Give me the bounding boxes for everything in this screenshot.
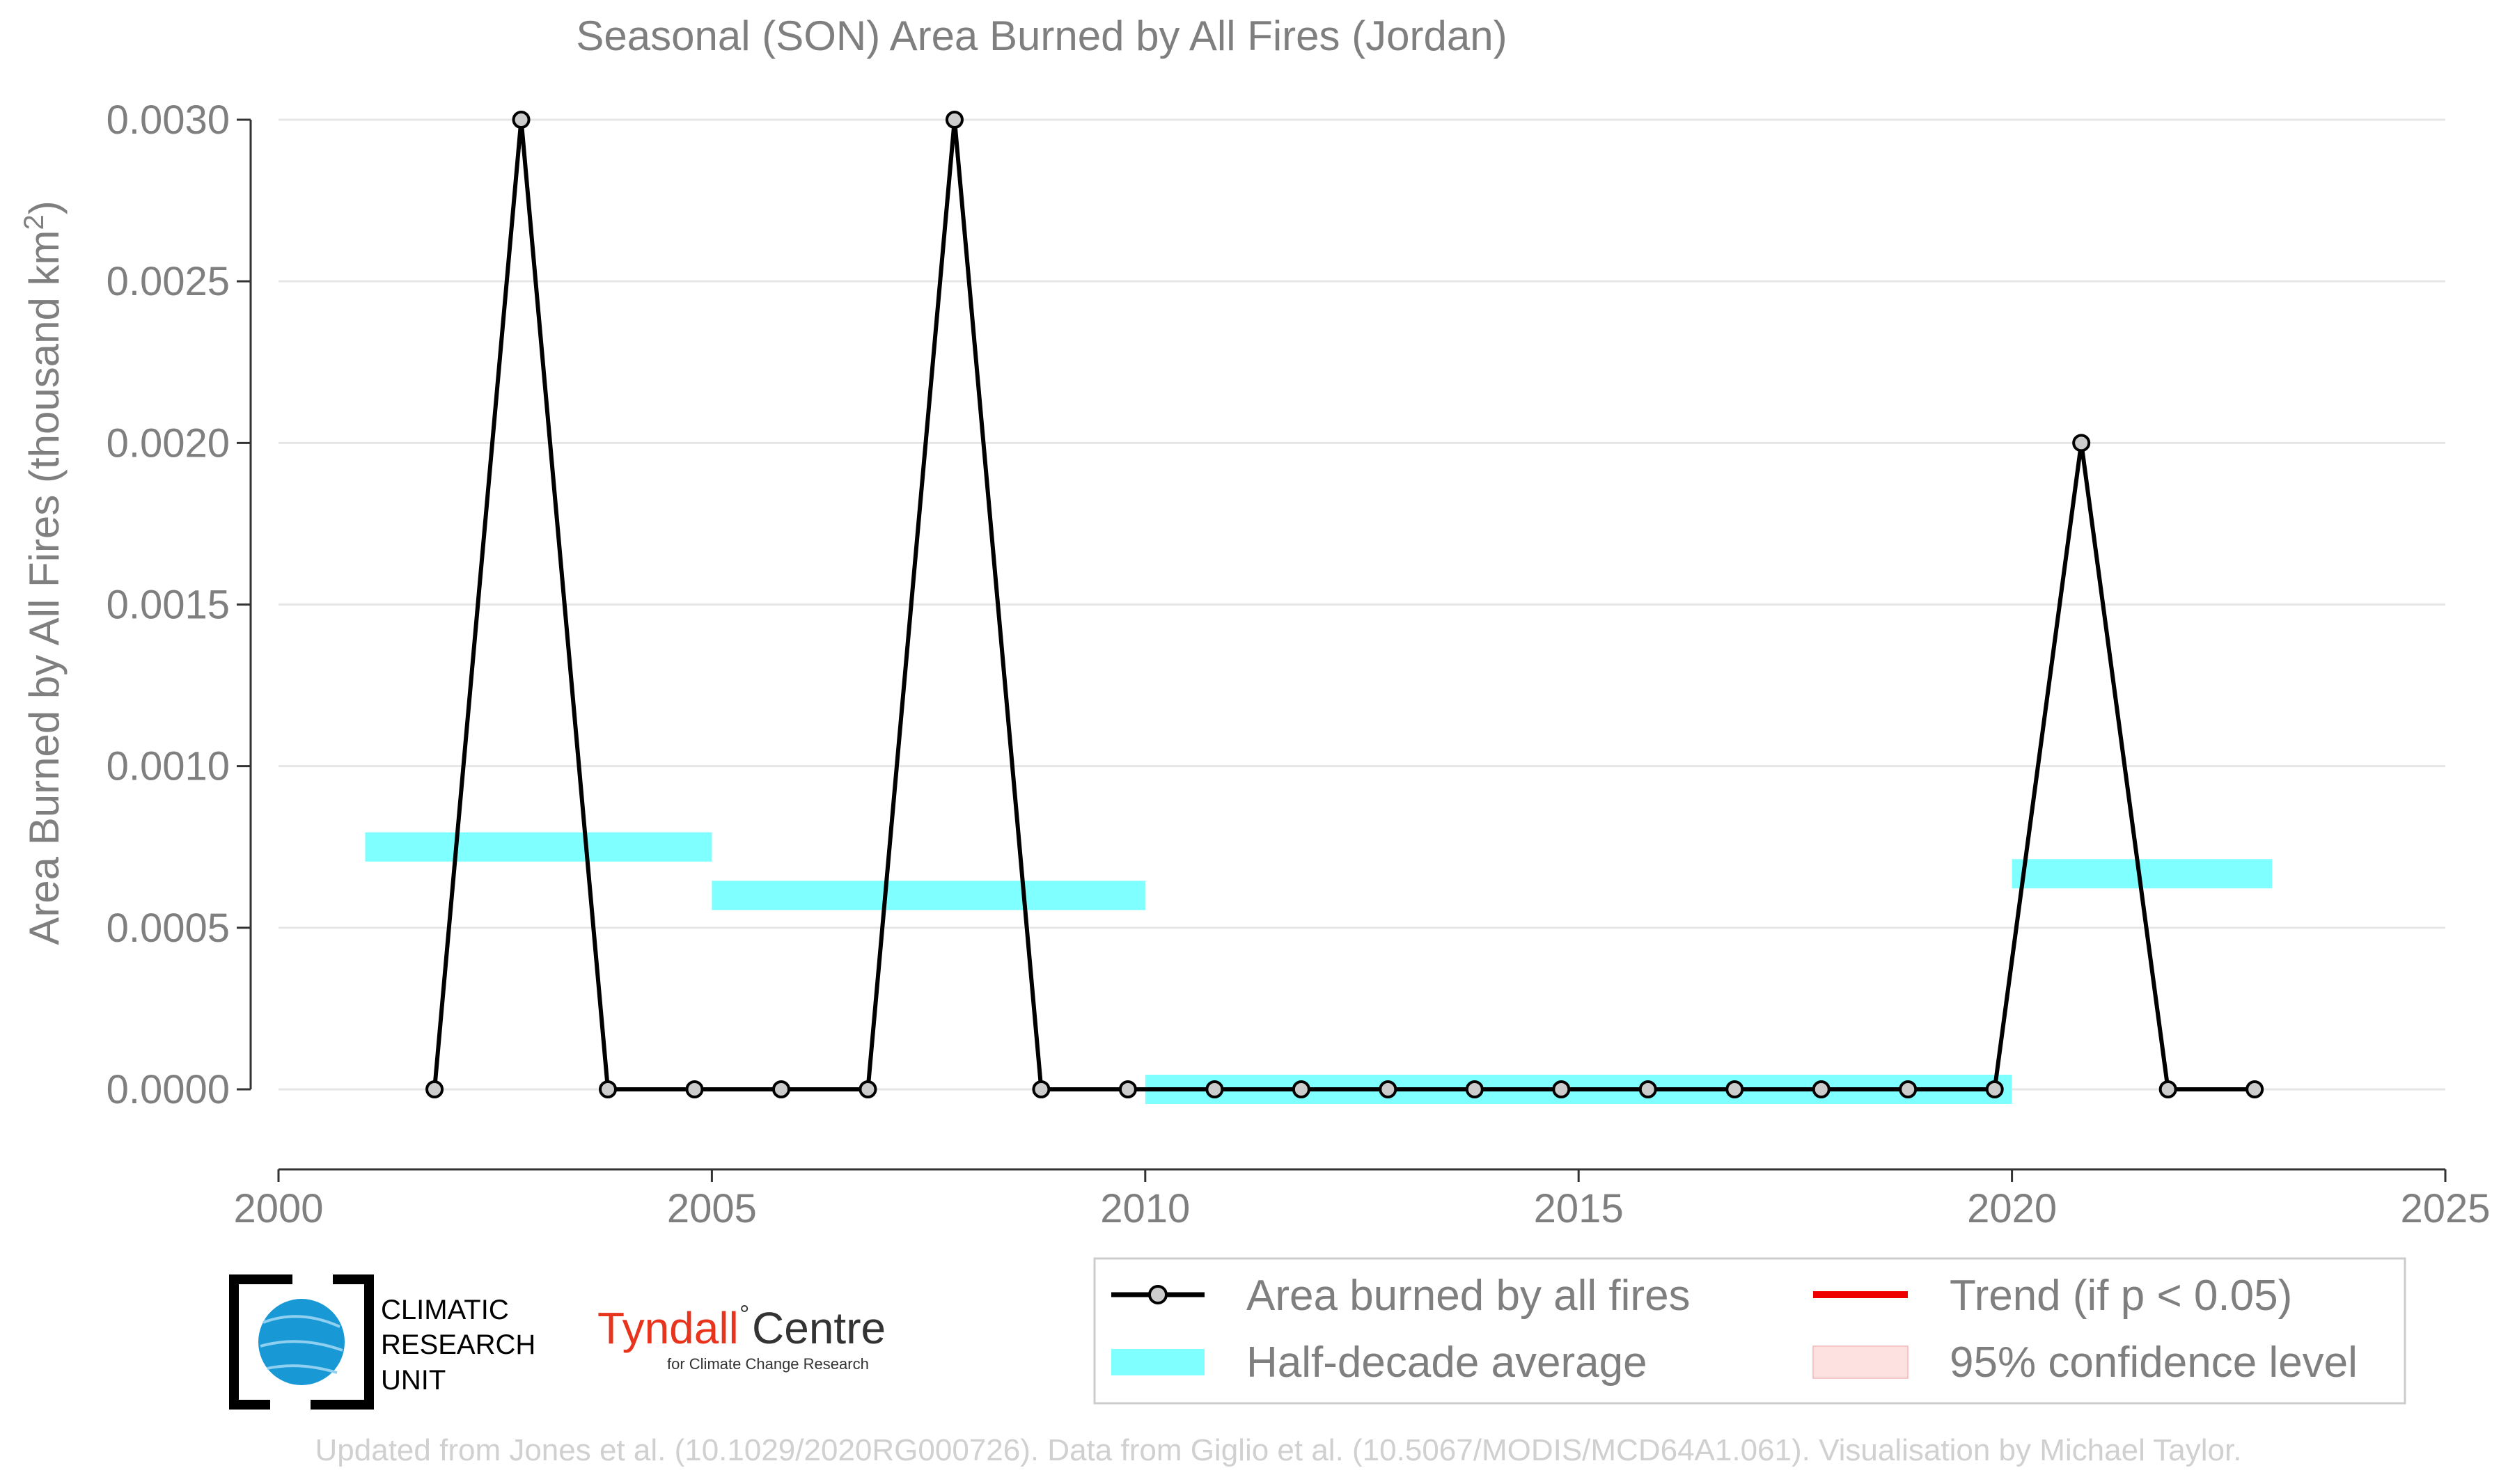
- y-tick-label: 0.0030: [107, 97, 230, 143]
- data-point: [859, 1080, 877, 1098]
- data-point: [2072, 434, 2091, 452]
- cru-logo-line-3: UNIT: [381, 1365, 446, 1396]
- legend-label-half-decade: Half-decade average: [1246, 1339, 1647, 1387]
- legend-label-confidence: 95% confidence level: [1950, 1339, 2358, 1387]
- tyndall-logo-degree: °: [739, 1300, 749, 1328]
- legend-swatch-marker: [1148, 1285, 1168, 1304]
- x-tick-label: 2025: [2400, 1186, 2490, 1231]
- y-tick-label: 0.0025: [107, 259, 230, 304]
- series-line: [432, 118, 2255, 1091]
- legend-entry-area-burned: Area burned by all fires: [1111, 1272, 1691, 1320]
- y-tick-label: 0.0020: [107, 420, 230, 466]
- x-tick-label: 2005: [667, 1186, 757, 1231]
- y-axis-title-close: ): [21, 200, 68, 214]
- data-point: [1812, 1080, 1831, 1098]
- data-point: [1205, 1080, 1224, 1098]
- data-point: [2246, 1080, 2264, 1098]
- chart-title: Seasonal (SON) Area Burned by All Fires …: [576, 13, 1507, 59]
- credit-line: Updated from Jones et al. (10.1029/2020R…: [315, 1433, 2242, 1467]
- legend-entry-half-decade: Half-decade average: [1111, 1339, 1647, 1387]
- data-point: [2158, 1080, 2177, 1098]
- data-point: [1638, 1080, 1657, 1098]
- legend-entry-confidence: 95% confidence level: [1812, 1339, 2358, 1387]
- y-tick-label: 0.0015: [107, 583, 230, 628]
- cru-globe-lines: [260, 1315, 343, 1374]
- data-point: [599, 1080, 618, 1098]
- data-point: [1552, 1080, 1571, 1098]
- series-area-burned: [425, 111, 2264, 1098]
- legend-entry-trend: Trend (if p < 0.05): [1813, 1272, 2292, 1320]
- cru-logo: CLIMATIC RESEARCH UNIT: [229, 1274, 535, 1410]
- cru-logo-line-1: CLIMATIC: [381, 1295, 509, 1325]
- x-tick-label: 2015: [1534, 1186, 1624, 1231]
- data-point: [771, 1080, 790, 1098]
- gridlines: [279, 118, 2445, 1091]
- y-tick-label: 0.0005: [107, 906, 230, 951]
- legend-swatch-half-decade: [1111, 1349, 1205, 1375]
- data-point: [1465, 1080, 1484, 1098]
- data-point: [1118, 1080, 1137, 1098]
- half-decade-band: [365, 832, 712, 862]
- legend: Area burned by all fires Trend (if p < 0…: [1093, 1257, 2406, 1405]
- data-point: [945, 111, 964, 129]
- x-tick-label: 2000: [233, 1186, 323, 1231]
- legend-label-trend: Trend (if p < 0.05): [1950, 1272, 2292, 1320]
- tyndall-logo-centre: Centre: [752, 1303, 886, 1353]
- cru-logo-bracket: [229, 1274, 374, 1410]
- axes: 0.0000 0.0005 0.0010 0.0015 0.0020 0.0025 0.00…: [107, 97, 2491, 1231]
- legend-swatch-confidence: [1812, 1345, 1909, 1379]
- half-decade-bands: [365, 832, 2273, 1104]
- x-tick-label: 2010: [1100, 1186, 1190, 1231]
- y-axis-title: Area Burned by All Fires (thousand km2): [19, 200, 68, 945]
- data-point: [1292, 1080, 1310, 1098]
- legend-label-area-burned: Area burned by all fires: [1246, 1272, 1691, 1320]
- tyndall-logo: Tyndall ° Centre for Climate Change Rese…: [597, 1300, 886, 1373]
- data-point: [685, 1080, 704, 1098]
- legend-box: [1093, 1257, 2406, 1405]
- data-point: [1379, 1080, 1397, 1098]
- data-point: [1032, 1080, 1051, 1098]
- tyndall-logo-sub: for Climate Change Research: [667, 1355, 869, 1373]
- tyndall-logo-main: Tyndall: [597, 1303, 739, 1353]
- data-point: [1985, 1080, 2004, 1098]
- y-tick-label: 0.0010: [107, 744, 230, 789]
- y-axis-title-main: Area Burned by All Fires (thousand km: [21, 230, 68, 945]
- data-point: [1899, 1080, 1918, 1098]
- half-decade-band: [712, 881, 1145, 910]
- y-axis-title-superscript: 2: [19, 214, 49, 230]
- cru-logo-line-2: RESEARCH: [381, 1329, 535, 1360]
- data-point: [425, 1080, 444, 1098]
- x-tick-label: 2020: [1967, 1186, 2057, 1231]
- data-point: [512, 111, 531, 129]
- y-tick-label: 0.0000: [107, 1067, 230, 1112]
- data-point: [1725, 1080, 1744, 1098]
